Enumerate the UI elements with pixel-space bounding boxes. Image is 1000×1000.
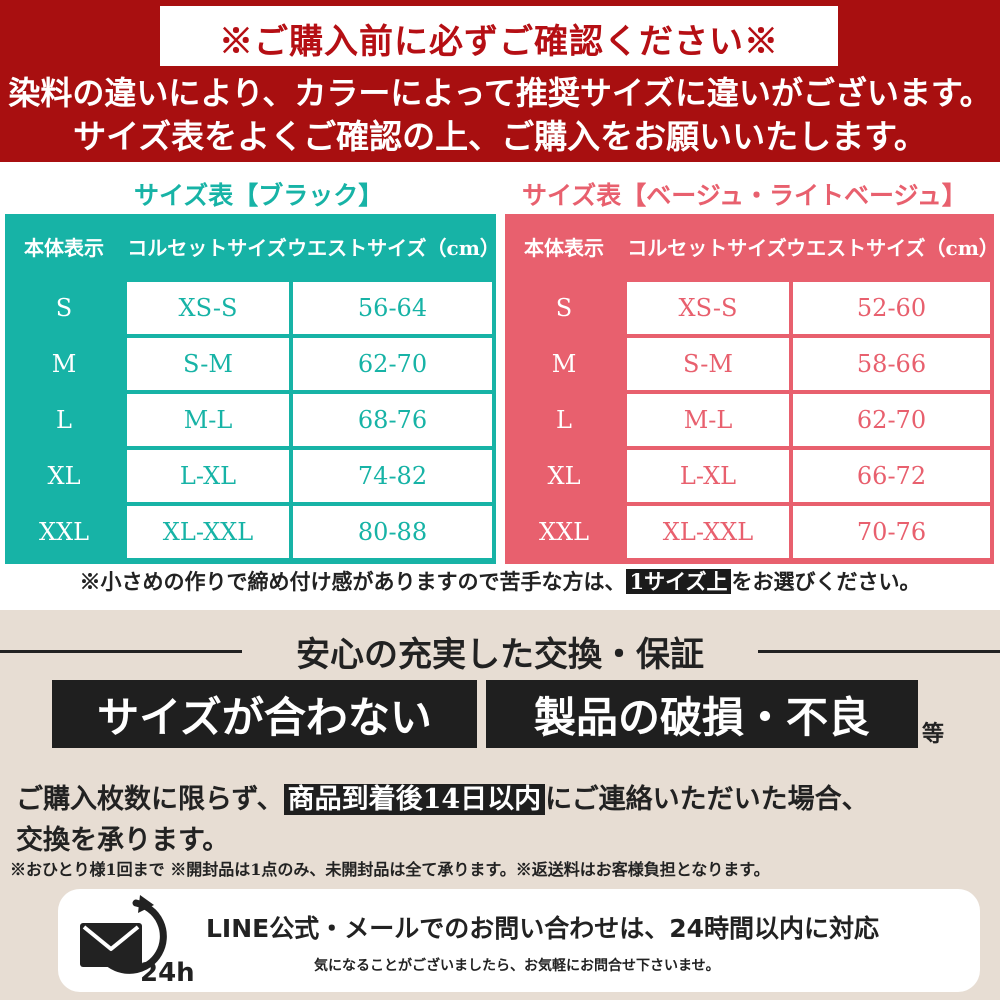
table-cell-corset: S-M	[127, 338, 289, 390]
notice-title-box: ※ご購入前に必ずご確認ください※	[160, 6, 838, 66]
table-cell-waist: 62-70	[293, 338, 492, 390]
size-table-black-title: サイズ表【ブラック】	[134, 181, 384, 210]
guarantee-box-defect: 製品の破損・不良	[486, 680, 918, 748]
table-cell-corset: L-XL	[627, 450, 789, 502]
contact-sub-text: 気になることがございましたら、お気軽にお問合せ下さいませ。	[314, 958, 720, 974]
table-cell-corset: L-XL	[127, 450, 289, 502]
guarantee-box-size: サイズが合わない	[52, 680, 477, 748]
guarantee-text-1-after: にご連絡いただいた場合、	[545, 784, 869, 815]
table-cell-corset: XS-S	[127, 282, 289, 334]
table-cell-corset: XL-XXL	[127, 506, 289, 558]
notice-title: ※ご購入前に必ずご確認ください※	[219, 22, 779, 62]
table-cell-corset: XL-XXL	[627, 506, 789, 558]
table-cell-body: L	[56, 406, 72, 434]
table-cell-body: S	[55, 294, 73, 322]
icon-24h-label: 24h	[140, 958, 195, 987]
table-cell-body: XL	[47, 462, 81, 490]
guarantee-etc: 等	[922, 721, 945, 747]
table-cell-body: M	[51, 350, 77, 378]
guarantee-small-note: ※おひとり様1回まで ※開封品は1点のみ、未開封品は全て承ります。※返送料はお客…	[10, 860, 770, 879]
table-cell-waist: 52-60	[793, 282, 990, 334]
table-cell-corset: M-L	[627, 394, 789, 446]
header-waist-size: ウエストサイズ（cm）	[786, 235, 999, 260]
table-cell-corset: XS-S	[627, 282, 789, 334]
size-table-beige: 本体表示 コルセットサイズ ウエストサイズ（cm） S XS-S 52-60 M…	[505, 214, 999, 564]
header-waist-size: ウエストサイズ（cm）	[287, 235, 500, 260]
contact-box: 24h LINE公式・メールでのお問い合わせは、24時間以内に対応 気になること…	[58, 889, 980, 992]
table-cell-corset: S-M	[627, 338, 789, 390]
mail-24h-icon: 24h	[80, 895, 195, 987]
contact-main-text: LINE公式・メールでのお問い合わせは、24時間以内に対応	[206, 914, 880, 943]
size-note-highlight: 1サイズ上	[625, 569, 732, 594]
guarantee-text-1-highlight: 商品到着後14日以内	[283, 784, 546, 815]
notice-banner: ※ご購入前に必ずご確認ください※ 染料の違いにより、カラーによって推奨サイズに違…	[0, 0, 1000, 162]
title-rule-right	[758, 650, 1000, 653]
table-cell-waist: 68-76	[293, 394, 492, 446]
table-cell-body: S	[555, 294, 573, 322]
guarantee-title: 安心の充実した交換・保証	[296, 635, 704, 675]
header-body-size: 本体表示	[24, 235, 104, 260]
guarantee-text-2: 交換を承ります。	[16, 825, 230, 856]
size-table-beige-title: サイズ表【ベージュ・ライトベージュ】	[522, 181, 967, 210]
table-cell-body: M	[551, 350, 577, 378]
table-cell-waist: 66-72	[793, 450, 990, 502]
table-cell-waist: 74-82	[293, 450, 492, 502]
table-cell-waist: 58-66	[793, 338, 990, 390]
size-note-after: をお選びください。	[731, 569, 921, 594]
size-note: ※小さめの作りで締め付け感がありますので苦手な方は、 1サイズ上 をお選びください。	[0, 566, 1000, 596]
header-corset-size: コルセットサイズ	[627, 235, 787, 260]
size-table-black: 本体表示 コルセットサイズ ウエストサイズ（cm） S XS-S 56-64 M…	[5, 214, 500, 564]
header-body-size: 本体表示	[524, 235, 604, 260]
guarantee-text-1-before: ご購入枚数に限らず、	[16, 784, 284, 815]
table-cell-waist: 70-76	[793, 506, 990, 558]
title-rule-left	[0, 650, 242, 653]
table-cell-waist: 80-88	[293, 506, 492, 558]
notice-line-1: 染料の違いにより、カラーによって推奨サイズに違いがございます。	[8, 74, 992, 112]
table-cell-body: XL	[547, 462, 581, 490]
size-note-before: ※小さめの作りで締め付け感がありますので苦手な方は、	[79, 569, 626, 594]
table-cell-corset: M-L	[127, 394, 289, 446]
table-cell-waist: 56-64	[293, 282, 492, 334]
header-corset-size: コルセットサイズ	[127, 235, 287, 260]
table-cell-waist: 62-70	[793, 394, 990, 446]
guarantee-text-1: ご購入枚数に限らず、 商品到着後14日以内 にご連絡いただいた場合、	[16, 777, 869, 816]
table-cell-body: XXL	[538, 518, 590, 546]
table-cell-body: XXL	[38, 518, 90, 546]
table-cell-body: L	[556, 406, 572, 434]
notice-line-2: サイズ表をよくご確認の上、ご購入をお願いいたします。	[73, 117, 927, 156]
